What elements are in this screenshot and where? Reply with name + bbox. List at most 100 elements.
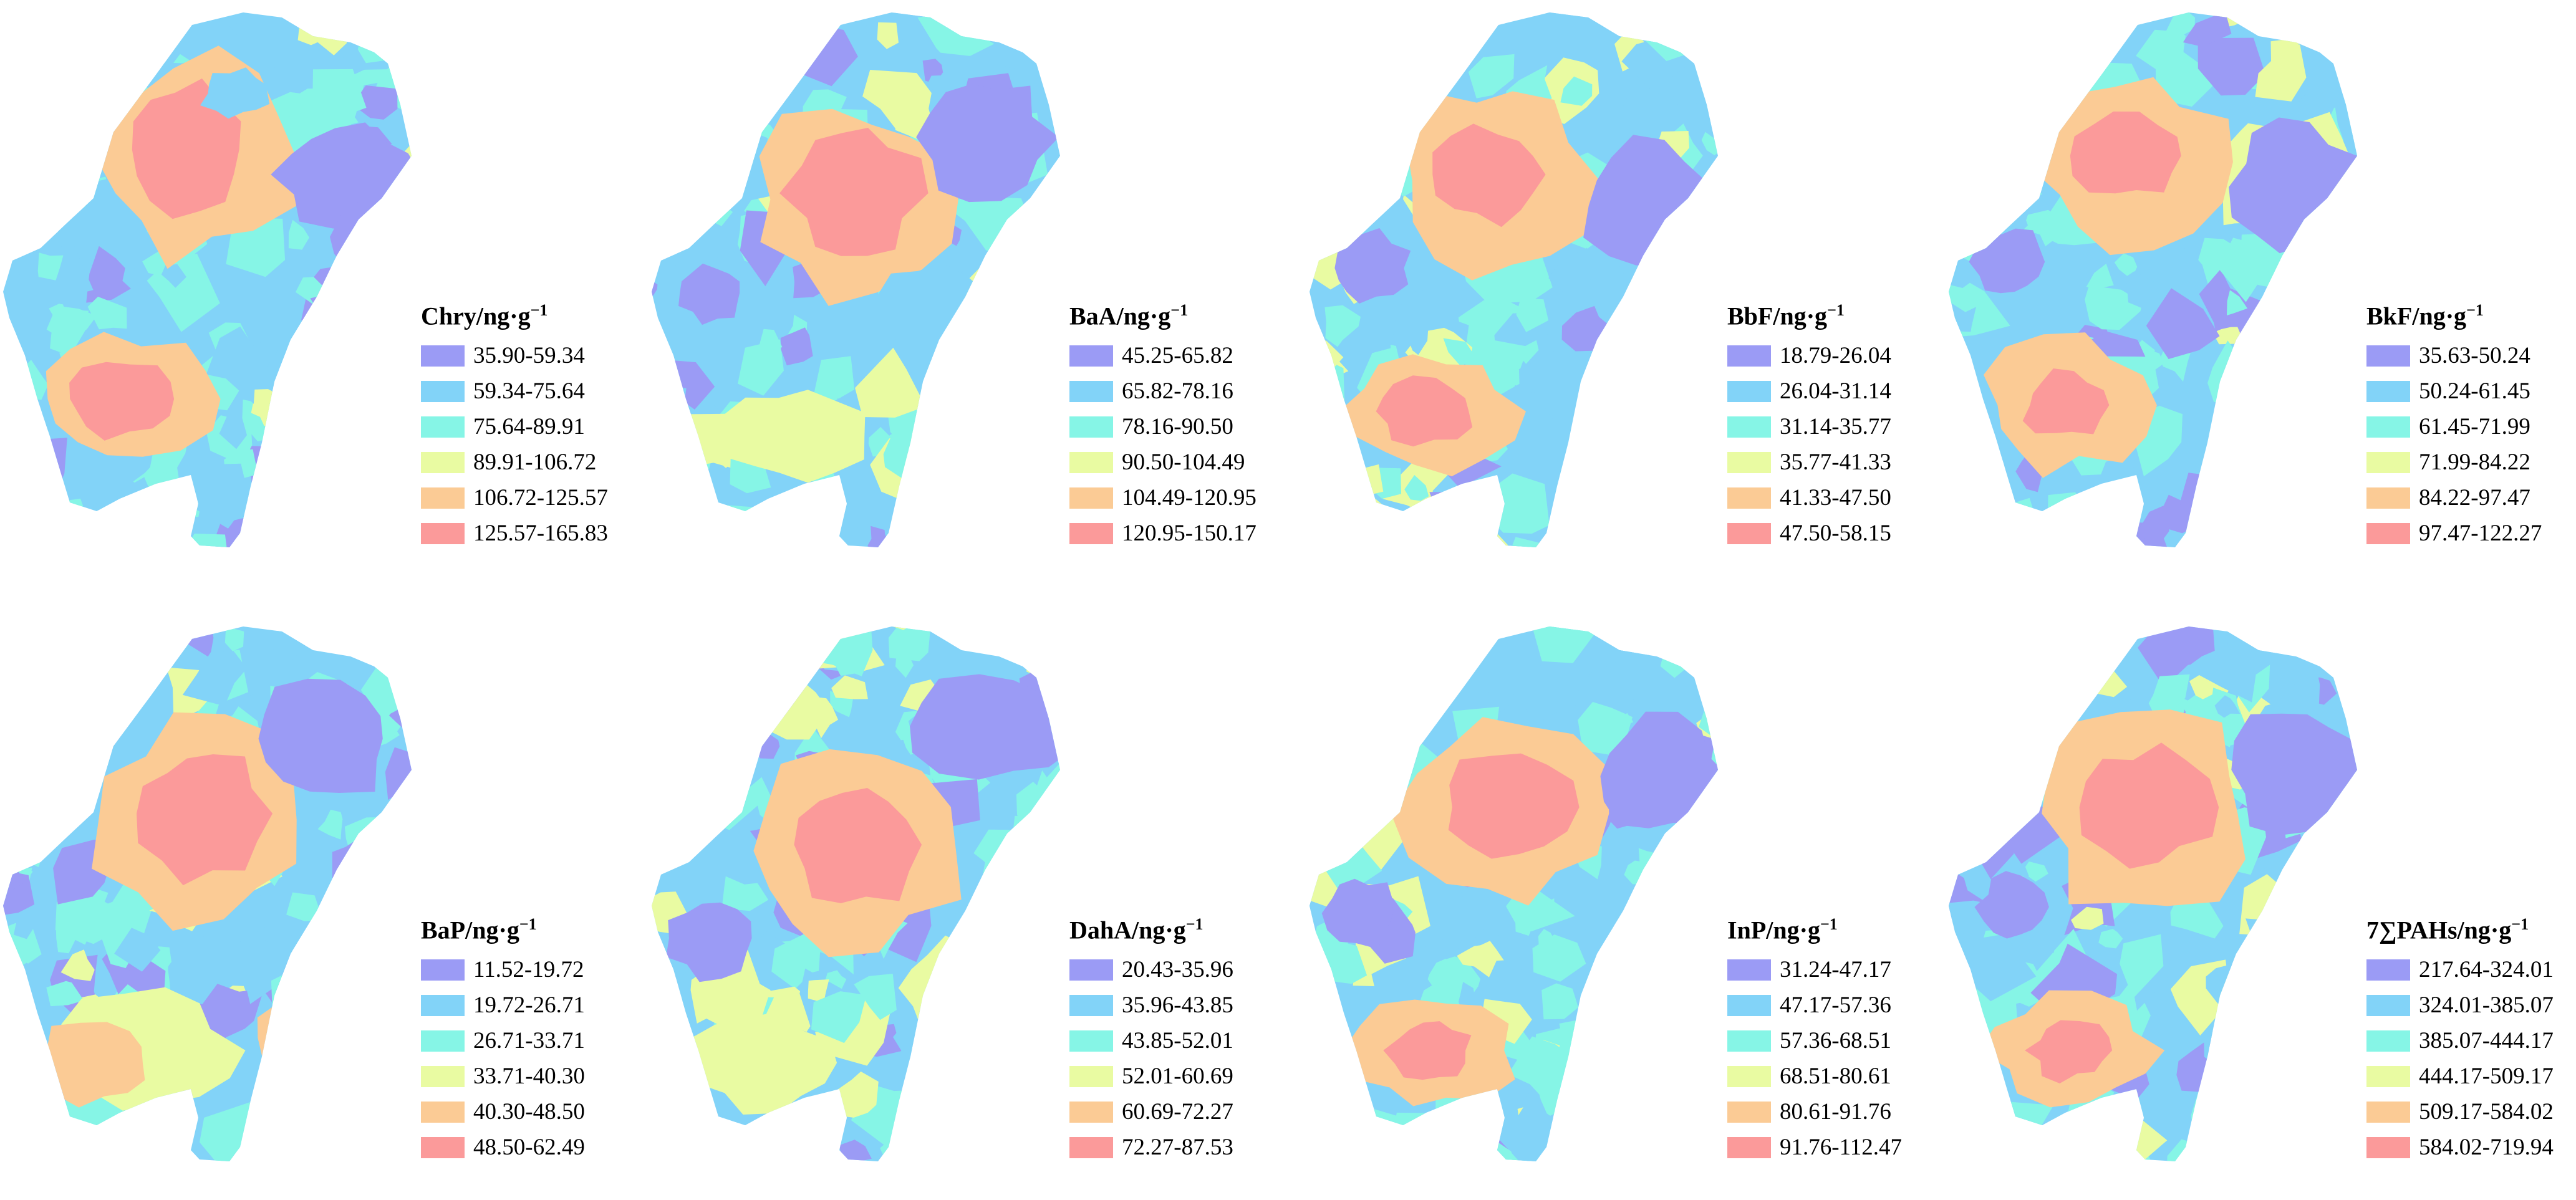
map-zone xyxy=(2136,503,2169,544)
map-zone xyxy=(1405,12,1451,36)
map-zone xyxy=(694,12,753,55)
map-zone xyxy=(311,626,341,632)
legend-swatch xyxy=(1069,416,1113,438)
map-zone xyxy=(1516,297,1549,332)
map-zone xyxy=(1575,1137,1633,1161)
map-zone xyxy=(286,892,324,921)
legend-item: 72.27-87.53 xyxy=(1069,1130,1233,1165)
map-zone xyxy=(1982,88,2012,111)
map-zone xyxy=(97,103,119,130)
map-zone xyxy=(1679,287,1718,340)
map-zone xyxy=(3,127,54,180)
map-zone xyxy=(2290,467,2330,509)
map-zone xyxy=(364,389,397,426)
legend-label: 18.79-26.04 xyxy=(1780,343,1891,369)
map-zone xyxy=(1578,702,1633,756)
choropleth-map xyxy=(3,626,412,1161)
map-zone xyxy=(85,1122,112,1146)
map-zone xyxy=(2025,48,2054,70)
legend-title: InP/ng·g−1 xyxy=(1727,910,1902,944)
map-zone xyxy=(1683,422,1718,479)
map-hotspot xyxy=(724,390,866,483)
map-hotspot xyxy=(1448,753,1580,859)
legend-label: 45.25-65.82 xyxy=(1122,343,1233,369)
map-zone xyxy=(2082,1156,2120,1161)
legend-swatch xyxy=(2366,1065,2410,1087)
legend-item: 125.57-165.83 xyxy=(421,516,608,551)
map-hotspot xyxy=(35,1022,145,1108)
map-zone xyxy=(1013,12,1060,36)
map-zone xyxy=(813,356,855,405)
map-zone xyxy=(1992,98,2040,137)
map-zone xyxy=(3,797,25,840)
map-zone xyxy=(1034,271,1060,315)
legend-label: 71.99-84.22 xyxy=(2419,449,2530,476)
map-zone xyxy=(695,122,730,160)
legend-item: 40.30-48.50 xyxy=(421,1094,585,1130)
legend-item: 75.64-89.91 xyxy=(421,409,608,444)
map-zone xyxy=(1420,521,1439,539)
map-zone xyxy=(1353,633,1418,711)
map-zone xyxy=(991,895,1032,948)
choropleth-map xyxy=(652,626,1060,1161)
map-zone xyxy=(352,85,398,120)
choropleth-map xyxy=(1310,626,1718,1161)
map-zone xyxy=(1365,12,1389,19)
map-hotspot xyxy=(678,263,740,325)
map-zone xyxy=(1548,247,1593,306)
map-hotspot xyxy=(666,902,752,982)
legend-swatch xyxy=(421,416,465,438)
map-legend: BbF/ng·g−1 18.79-26.04 26.04-31.14 31.14-3… xyxy=(1727,296,1891,551)
map-zone xyxy=(2350,168,2357,212)
legend-swatch xyxy=(1727,487,1771,509)
legend-label: 35.96-43.85 xyxy=(1122,992,1233,1019)
map-zone xyxy=(1958,80,2008,153)
legend-swatch xyxy=(1727,380,1771,402)
legend-swatch xyxy=(421,522,465,544)
map-zone xyxy=(1443,338,1475,367)
map-zone xyxy=(1613,435,1663,484)
map-zone xyxy=(402,655,412,716)
map-zone xyxy=(1609,413,1647,449)
map-zone xyxy=(1581,997,1625,1024)
legend-swatch xyxy=(2366,345,2410,367)
map-zone xyxy=(1383,626,1425,637)
map-zone xyxy=(1310,1096,1347,1161)
map-zone xyxy=(271,1143,322,1161)
map-zone xyxy=(36,822,61,850)
legend-swatch xyxy=(1727,994,1771,1016)
map-zone xyxy=(1016,782,1059,839)
map-zone xyxy=(1310,1098,1349,1129)
legend-item: 47.50-58.15 xyxy=(1727,516,1891,551)
legend-title-superscript: −1 xyxy=(530,301,548,319)
map-zone xyxy=(652,726,674,770)
map-zone xyxy=(1033,15,1060,59)
legend-swatch xyxy=(1727,416,1771,438)
map-zone xyxy=(1677,1132,1703,1156)
map-zone xyxy=(1541,983,1578,1020)
map-zone xyxy=(2146,288,2220,359)
map-hotspot xyxy=(2025,1020,2113,1083)
legend-item: 35.96-43.85 xyxy=(1069,987,1233,1023)
map-zone xyxy=(658,775,713,840)
map-zone xyxy=(1691,1152,1718,1161)
map-zone xyxy=(73,60,96,87)
map-zone xyxy=(1458,982,1483,1010)
map-zone xyxy=(1310,1030,1355,1087)
map-zone xyxy=(2312,511,2357,547)
map-zone xyxy=(725,1133,809,1161)
map-zone xyxy=(668,645,731,728)
map-zone xyxy=(19,438,67,491)
legend-swatch xyxy=(421,451,465,473)
map-zone xyxy=(1485,473,1550,534)
legend-label: 47.50-58.15 xyxy=(1780,521,1891,547)
map-zone xyxy=(87,296,127,330)
map-zone xyxy=(2259,370,2309,418)
legend-swatch xyxy=(2366,1101,2410,1123)
legend-title-superscript: −1 xyxy=(2511,915,2529,933)
map-zone xyxy=(2244,1071,2280,1102)
map-zone xyxy=(2193,237,2235,285)
legend-swatch xyxy=(1069,1101,1113,1123)
map-zone xyxy=(1682,819,1718,870)
map-zone xyxy=(3,671,69,751)
